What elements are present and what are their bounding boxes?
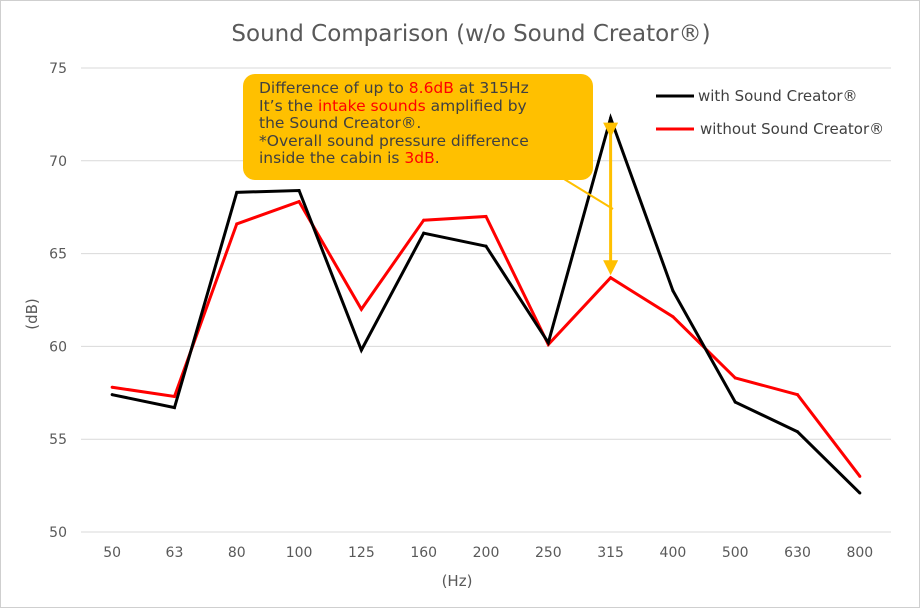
callout-text: amplified by bbox=[425, 96, 527, 115]
data-point bbox=[297, 188, 301, 192]
data-point bbox=[796, 430, 800, 434]
x-tick-label: 80 bbox=[228, 545, 246, 561]
data-point bbox=[733, 400, 737, 404]
data-point bbox=[172, 406, 176, 410]
callout-text: Difference of up to bbox=[259, 79, 409, 97]
data-point bbox=[671, 315, 675, 319]
data-point bbox=[235, 190, 239, 194]
x-tick-label: 500 bbox=[722, 545, 749, 561]
series-layer bbox=[110, 113, 862, 495]
y-tick-label: 75 bbox=[49, 61, 67, 77]
data-point bbox=[609, 116, 613, 120]
callout-line-3: the Sound Creator®. bbox=[259, 114, 422, 132]
y-tick-labels: 50 55 60 65 70 75 bbox=[49, 61, 67, 541]
chart-title: Sound Comparison (w/o Sound Creator®) bbox=[231, 21, 710, 47]
callout-text: inside the cabin is bbox=[259, 149, 405, 167]
x-tick-label: 125 bbox=[348, 545, 375, 561]
callout-line-4: *Overall sound pressure difference bbox=[259, 131, 529, 150]
x-tick-label: 50 bbox=[103, 545, 121, 561]
y-tick-label: 70 bbox=[49, 154, 67, 170]
callout-highlight: 3dB bbox=[404, 149, 435, 167]
data-point bbox=[422, 231, 426, 235]
legend-label-with: with Sound Creator® bbox=[698, 87, 858, 105]
data-point bbox=[172, 395, 176, 399]
x-tick-label: 160 bbox=[410, 545, 437, 561]
data-point bbox=[484, 214, 488, 218]
x-tick-label: 250 bbox=[535, 545, 562, 561]
x-tick-label: 200 bbox=[473, 545, 500, 561]
callout-line-5: inside the cabin is 3dB. bbox=[259, 149, 583, 168]
callout-pointer bbox=[563, 178, 614, 210]
data-point bbox=[733, 376, 737, 380]
data-point bbox=[546, 341, 550, 345]
annotation-callout: Difference of up to 8.6dB at 315Hz It’s … bbox=[243, 74, 593, 180]
data-point bbox=[609, 276, 613, 280]
data-point bbox=[796, 393, 800, 397]
callout-text: . bbox=[434, 149, 440, 167]
y-tick-label: 55 bbox=[49, 432, 67, 448]
callout-line-2: It’s the intake sounds amplified by bbox=[259, 96, 583, 116]
x-tick-labels: 50 63 80 100 125 160 200 250 315 400 500 630 800 bbox=[103, 545, 873, 561]
callout-line-1: Difference of up to 8.6dB at 315Hz bbox=[259, 79, 583, 98]
data-point bbox=[110, 393, 114, 397]
x-tick-label: 800 bbox=[846, 545, 873, 561]
data-point bbox=[359, 348, 363, 352]
callout-highlight: intake sounds bbox=[317, 96, 426, 115]
data-point bbox=[484, 244, 488, 248]
x-tick-label: 63 bbox=[166, 545, 184, 561]
grid-layer bbox=[81, 67, 891, 533]
series-line-without bbox=[111, 199, 862, 478]
y-tick-label: 65 bbox=[49, 247, 67, 263]
data-point bbox=[858, 491, 862, 495]
data-point bbox=[359, 307, 363, 311]
x-tick-label: 315 bbox=[597, 545, 624, 561]
legend-label-without: without Sound Creator® bbox=[700, 120, 884, 138]
y-tick-label: 60 bbox=[49, 339, 67, 355]
data-point bbox=[858, 474, 862, 478]
callout-text: at 315Hz bbox=[453, 79, 529, 97]
x-tick-label: 100 bbox=[286, 545, 313, 561]
x-tick-label: 630 bbox=[784, 545, 811, 561]
data-point bbox=[297, 200, 301, 204]
x-axis-label: (Hz) bbox=[442, 572, 473, 590]
callout-highlight: 8.6dB bbox=[408, 79, 454, 97]
data-point bbox=[110, 385, 114, 389]
x-tick-label: 400 bbox=[660, 545, 687, 561]
data-point bbox=[422, 218, 426, 222]
data-point bbox=[235, 222, 239, 226]
legend: with Sound Creator® without Sound Creato… bbox=[656, 87, 884, 138]
annotation-layer bbox=[563, 122, 619, 276]
data-point bbox=[671, 289, 675, 293]
y-tick-label: 50 bbox=[49, 525, 67, 541]
y-axis-label: (dB) bbox=[23, 298, 41, 330]
callout-text: It’s the bbox=[259, 96, 318, 115]
